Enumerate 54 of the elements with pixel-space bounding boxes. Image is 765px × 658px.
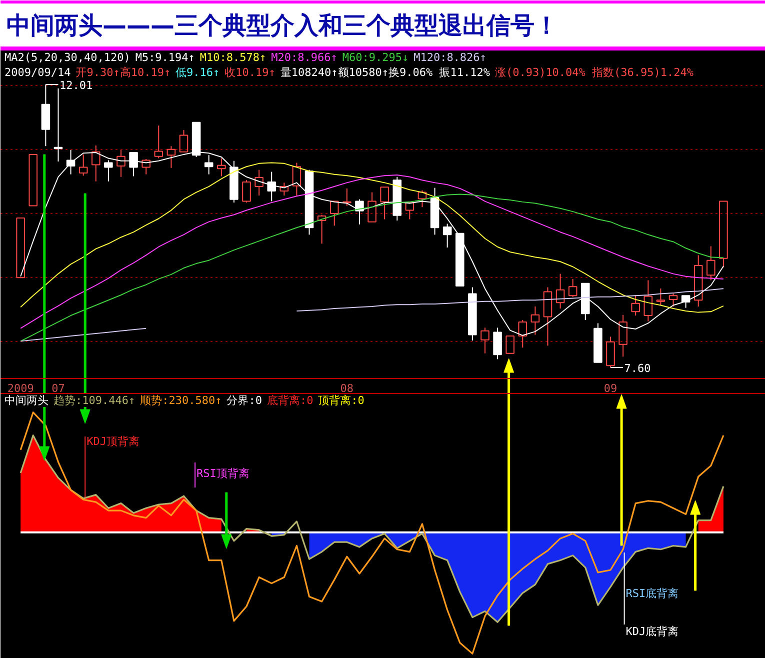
candlestick <box>254 169 264 196</box>
candlestick <box>204 154 214 175</box>
annotation: RSI顶背离 <box>196 467 250 480</box>
text: M5:9.194↑ <box>135 51 195 64</box>
candlestick <box>116 149 126 178</box>
text: 涨(0.93)10.04% 指数(36.95)1.24% <box>494 66 694 79</box>
candlestick <box>380 186 389 220</box>
annotation: KDJ底背离 <box>626 625 679 638</box>
x-tick-label: 09 <box>604 382 618 395</box>
candlestick <box>644 280 653 322</box>
candlestick <box>104 160 113 182</box>
candlestick <box>530 306 540 336</box>
text: 2009/09/14 <box>4 66 72 79</box>
candlestick <box>694 254 703 308</box>
candlestick <box>28 154 38 206</box>
text: M60:9.295↓ <box>342 51 409 64</box>
candlestick <box>330 200 339 226</box>
annotation: KDJ顶背离 <box>86 435 140 448</box>
candlestick <box>594 322 602 363</box>
text: 底背离:0 <box>266 394 314 407</box>
text: M10:8.578↑ <box>200 51 266 64</box>
candlestick <box>217 158 226 177</box>
candlestick <box>581 282 590 321</box>
ref-line-label: 分界:0 <box>226 394 262 407</box>
chart-title: 中间两头———三个典型介入和三个典型退出信号！ <box>6 12 558 40</box>
annotation: RSI底背离 <box>626 587 679 600</box>
candlestick <box>368 192 376 222</box>
text: M120:8.826↑ <box>414 51 486 64</box>
candlestick <box>455 232 464 286</box>
text: 低9.16↑ <box>176 66 220 79</box>
text: MA2(5,20,30,40,120) <box>4 51 130 64</box>
text: 开9.30↑高10.19↑ <box>76 66 171 79</box>
candlestick <box>267 171 276 202</box>
candlestick <box>405 202 414 220</box>
candlestick <box>480 327 490 354</box>
text: 顶背离:0 <box>318 394 364 407</box>
x-tick-label: 08 <box>340 382 354 395</box>
chart-title: 中间两头 <box>4 394 48 407</box>
annotation: 12.01 <box>59 79 93 92</box>
candlestick <box>92 144 100 182</box>
text: 顺势:230.580↑ <box>140 394 222 407</box>
text: 收10.19↑ <box>224 66 276 79</box>
text: 量108240↑额10580↑换9.06% 振11.12% <box>280 66 490 79</box>
candlestick <box>618 314 628 358</box>
x-tick-label: 2009 <box>7 382 34 395</box>
annotation: 7.60 <box>624 362 651 375</box>
text: M20:8.966↑ <box>271 51 338 64</box>
candlestick <box>506 336 514 354</box>
x-tick-label: 07 <box>52 382 65 395</box>
text: 趋势:109.446↑ <box>54 394 136 407</box>
candlestick <box>430 187 440 236</box>
candlestick <box>166 146 176 168</box>
candlestick <box>556 273 565 309</box>
candlestick <box>16 217 25 278</box>
